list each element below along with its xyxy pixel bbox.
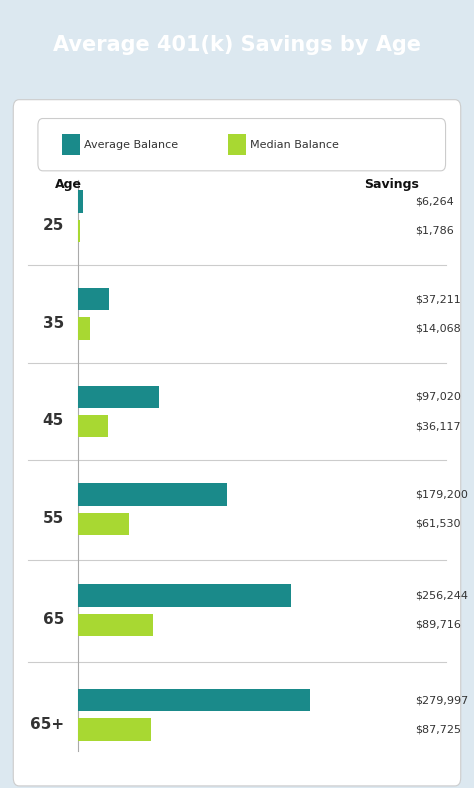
FancyBboxPatch shape (38, 118, 446, 171)
Text: 65: 65 (43, 612, 64, 627)
Text: 35: 35 (43, 316, 64, 331)
Bar (228, 134, 246, 155)
Text: Average Balance: Average Balance (84, 139, 179, 150)
Text: $179,200: $179,200 (415, 489, 468, 500)
Bar (78, 614, 153, 636)
Text: Median Balance: Median Balance (250, 139, 339, 150)
Bar (78, 512, 129, 535)
Text: 55: 55 (43, 511, 64, 526)
Bar (78, 191, 83, 213)
Text: Age: Age (55, 178, 82, 191)
Bar (62, 134, 80, 155)
Bar (78, 719, 151, 741)
Text: Average 401(k) Savings by Age: Average 401(k) Savings by Age (53, 35, 421, 55)
Bar (78, 220, 80, 242)
Text: Savings: Savings (365, 178, 419, 191)
Bar (78, 689, 310, 712)
Text: $97,020: $97,020 (415, 392, 461, 402)
Text: $6,264: $6,264 (415, 196, 454, 206)
Text: $37,211: $37,211 (415, 294, 461, 304)
Text: $36,117: $36,117 (415, 421, 460, 431)
Bar (78, 415, 108, 437)
Text: $87,725: $87,725 (415, 724, 461, 734)
Bar (78, 585, 291, 607)
Text: 45: 45 (43, 414, 64, 429)
Text: $1,786: $1,786 (415, 226, 454, 236)
Text: $256,244: $256,244 (415, 590, 468, 600)
FancyBboxPatch shape (13, 100, 461, 786)
Text: 25: 25 (43, 218, 64, 233)
Bar (78, 318, 90, 340)
Text: $61,530: $61,530 (415, 519, 460, 529)
Text: $14,068: $14,068 (415, 323, 461, 333)
Bar (78, 483, 227, 506)
Bar (78, 385, 159, 408)
Bar (78, 288, 109, 310)
Text: $279,997: $279,997 (415, 695, 468, 705)
Text: $89,716: $89,716 (415, 620, 461, 630)
Text: 65+: 65+ (30, 717, 64, 732)
